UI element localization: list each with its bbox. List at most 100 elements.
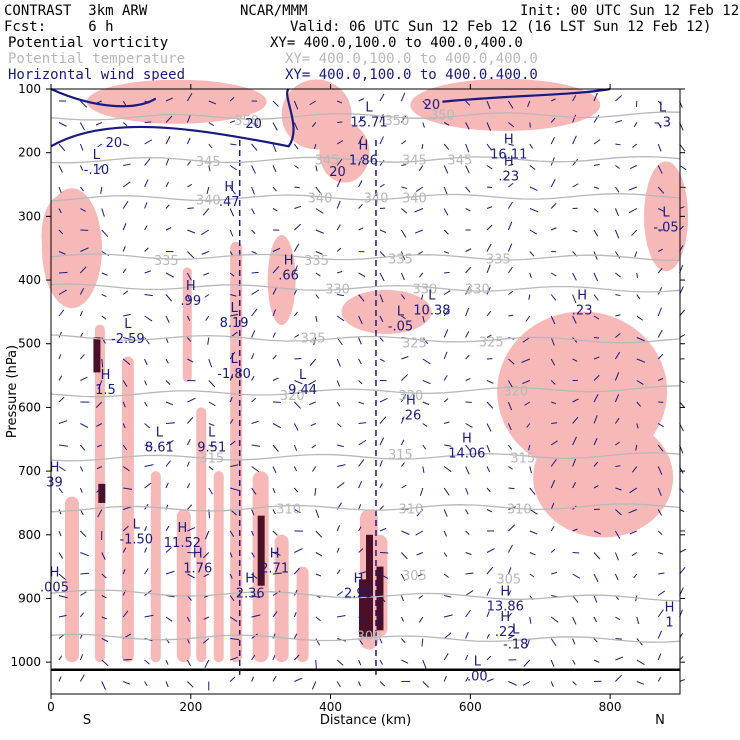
wind-vector	[122, 246, 126, 252]
theta-contour-label: 320	[280, 389, 305, 404]
wind-vector	[657, 353, 664, 360]
wind-vector	[123, 313, 131, 317]
extremum-value: .00	[467, 670, 488, 685]
wind-vector	[508, 612, 512, 618]
wind-vector	[187, 417, 194, 424]
wind-vector	[336, 315, 345, 322]
wind-vector	[593, 139, 601, 145]
wind-vector	[272, 444, 279, 452]
wind-vector	[144, 568, 149, 575]
wind-vector	[465, 307, 470, 317]
wind-vector	[337, 294, 344, 297]
wind-vector	[58, 466, 66, 472]
wind-vector	[122, 444, 128, 451]
wind-vector	[572, 681, 577, 686]
wind-vector	[550, 502, 555, 510]
wind-vector	[293, 466, 298, 472]
x-tick-label: 400	[319, 700, 342, 714]
wind-vector	[80, 552, 89, 557]
wind-vector	[294, 334, 300, 338]
wind-vector	[415, 530, 424, 536]
wind-vector	[465, 143, 470, 153]
wind-vector	[101, 595, 107, 599]
wind-vector	[208, 401, 216, 407]
wind-vector	[123, 506, 132, 510]
wind-vector	[526, 638, 531, 647]
wind-vector	[401, 659, 409, 664]
extremum-type: H	[186, 279, 196, 294]
wind-vector	[486, 487, 491, 493]
wind-vector	[203, 616, 210, 620]
wind-vector	[529, 251, 535, 257]
wind-vector	[187, 504, 193, 510]
wind-vector	[186, 461, 190, 467]
wind-vector	[422, 444, 427, 450]
wind-vector	[379, 437, 385, 446]
wind-vector	[400, 439, 405, 446]
extremum-value: .47	[219, 195, 240, 210]
wind-vector	[165, 227, 172, 231]
pv-region	[41, 195, 82, 276]
wind-vector	[443, 398, 449, 403]
extremum-type: L	[428, 288, 436, 303]
wind-vector	[572, 659, 576, 665]
wind-vector	[593, 272, 599, 282]
wind-vector	[657, 329, 663, 338]
wind-vector	[401, 356, 409, 360]
wind-vector	[628, 208, 638, 214]
y-tick-label: 100	[18, 82, 41, 96]
wind-vector	[122, 200, 129, 209]
theta-contour-label: 315	[510, 451, 535, 466]
wind-vector	[229, 208, 235, 217]
wind-vector	[550, 98, 556, 102]
wind-vector	[336, 224, 341, 231]
wind-vector	[379, 183, 385, 188]
wind-vector	[186, 483, 191, 489]
wind-vector	[358, 401, 365, 405]
wind-vector	[229, 440, 236, 446]
wind-vector	[550, 440, 558, 446]
wind-vector	[208, 444, 214, 448]
wind-vector	[144, 225, 148, 231]
wind-vector	[315, 573, 322, 577]
wind-vector	[293, 265, 298, 274]
wind-vector	[251, 165, 256, 174]
wind-vector	[272, 509, 276, 515]
wind-vector	[315, 616, 321, 622]
wind-vector	[165, 272, 175, 278]
wind-vector	[144, 681, 148, 687]
wind-vector	[144, 315, 153, 322]
wind-vector	[443, 290, 451, 295]
wind-vector	[636, 401, 642, 407]
wind-vector	[229, 374, 234, 381]
wind-vector	[251, 122, 259, 127]
wind-vector	[314, 487, 317, 496]
y-tick-label: 1000	[10, 655, 41, 669]
wind-vector	[229, 530, 235, 538]
wind-vector	[529, 272, 532, 279]
wind-vector	[208, 423, 215, 427]
wind-vector	[507, 401, 513, 411]
wind-vector	[614, 351, 621, 360]
wind-vector	[551, 401, 557, 405]
wind-vector	[203, 552, 210, 559]
wind-vector	[529, 165, 536, 170]
wind-vector	[631, 552, 638, 557]
wind-vector	[400, 92, 406, 102]
wind-vector	[272, 186, 277, 192]
theta-contour-label: 340	[308, 192, 333, 207]
y-tick-label: 300	[18, 209, 41, 223]
wind-vector	[636, 681, 645, 685]
wind-vector	[315, 638, 321, 646]
theta-contour-line	[50, 334, 681, 344]
wind-vector	[636, 380, 644, 385]
wind-vector	[272, 655, 276, 661]
wind-vector	[507, 380, 514, 389]
wind-vector	[615, 616, 621, 621]
extremum-value: .005	[40, 580, 69, 595]
wind-vector	[187, 337, 192, 342]
theta-contour-label: 330	[325, 283, 350, 298]
wind-vector	[358, 157, 363, 166]
wind-vector	[572, 482, 577, 489]
wind-vector	[550, 202, 557, 209]
